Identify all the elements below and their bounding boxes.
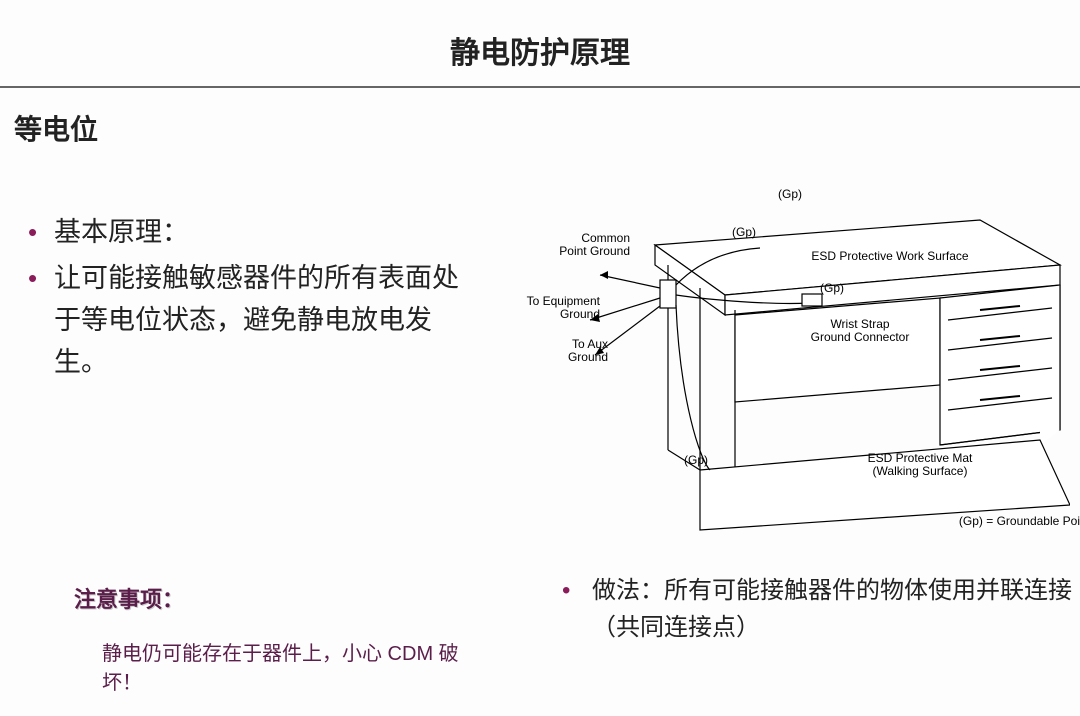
- bullet-1: 让可能接触敏感器件的所有表面处于等电位状态，避免静电放电发生。: [28, 258, 480, 384]
- page-title: 静电防护原理: [0, 0, 1080, 82]
- bullet-0: 基本原理：: [28, 212, 480, 254]
- label-gp-mid: (Gp): [820, 282, 844, 295]
- method-bullet: 做法：所有可能接触器件的物体使用并联连接（共同连接点）: [562, 572, 1072, 646]
- label-gp-top: (Gp): [778, 188, 802, 201]
- method-text: 做法：所有可能接触器件的物体使用并联连接（共同连接点）: [562, 572, 1072, 646]
- label-work-surface: ESD Protective Work Surface: [790, 250, 990, 263]
- label-aux-ground: To Aux Ground: [528, 338, 608, 364]
- label-gp-top2: (Gp): [732, 226, 756, 239]
- workstation-diagram: (Gp) (Gp) (Gp) (Gp) Common Point Ground …: [500, 170, 1070, 540]
- note-body: 静电仍可能存在于器件上，小心 CDM 破坏！: [102, 640, 482, 698]
- principle-bullets: 基本原理： 让可能接触敏感器件的所有表面处于等电位状态，避免静电放电发生。: [28, 212, 480, 387]
- title-underline: [0, 86, 1080, 88]
- subtitle: 等电位: [14, 108, 98, 148]
- label-gp-bottom: (Gp): [684, 454, 708, 467]
- note-heading: 注意事项：: [74, 582, 184, 614]
- label-eq-ground: To Equipment Ground: [510, 295, 600, 321]
- label-legend: (Gp) = Groundable Point: [940, 515, 1080, 528]
- label-mat: ESD Protective Mat (Walking Surface): [840, 452, 1000, 478]
- label-common-pg: Common Point Ground: [540, 232, 630, 258]
- label-wrist-strap: Wrist Strap Ground Connector: [790, 318, 930, 344]
